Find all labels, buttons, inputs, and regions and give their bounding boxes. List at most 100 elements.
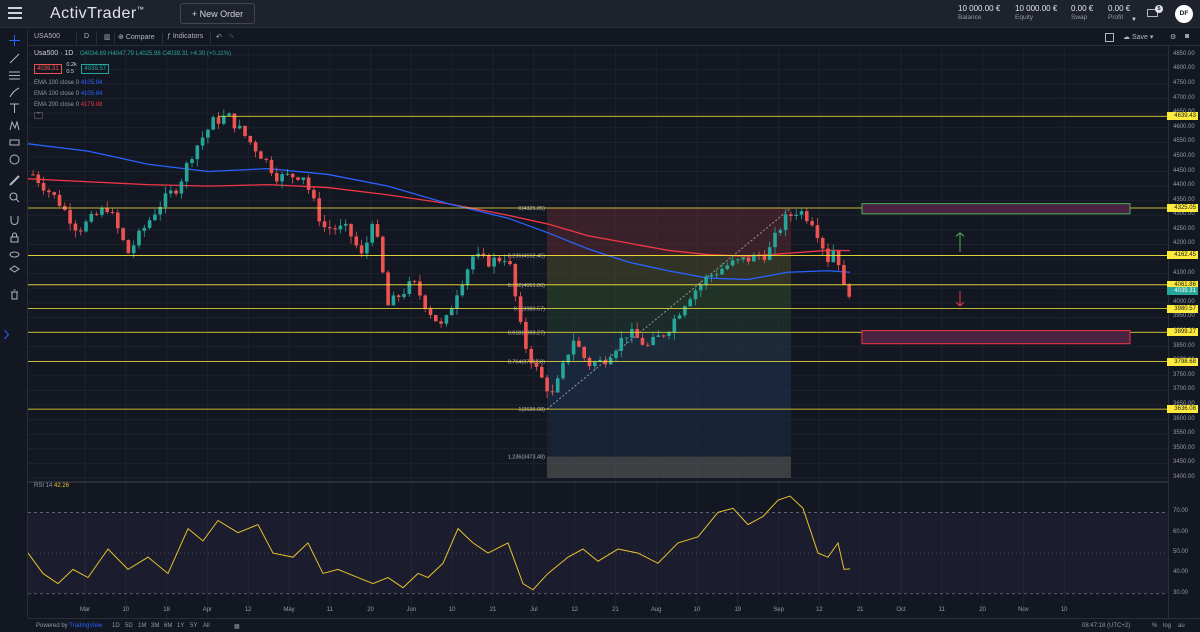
candle-body (428, 308, 433, 316)
layers-icon[interactable] (9, 265, 20, 276)
undo-icon[interactable]: ↶ (216, 34, 222, 41)
profit-display[interactable]: 0.00 € Profit (1108, 4, 1131, 21)
candle-body (492, 257, 496, 267)
timeframe-button[interactable]: 5D (125, 623, 133, 629)
ruler-icon[interactable] (9, 175, 20, 186)
settings-icon[interactable]: ⚙ (1170, 34, 1177, 41)
time-tick-label: 10 (449, 607, 456, 613)
crosshair-icon[interactable] (9, 35, 20, 46)
price-tick-label: 3500.00 (1173, 444, 1195, 451)
auto-toggle[interactable]: au (1178, 623, 1185, 629)
time-tick-label: Jul (530, 607, 538, 613)
log-toggle[interactable]: log (1163, 623, 1172, 629)
candle-body (651, 336, 655, 345)
percent-toggle[interactable]: % (1152, 623, 1158, 629)
calendar-icon[interactable]: ▦ (234, 624, 240, 630)
chart-type-icon[interactable]: ▥ (104, 34, 111, 41)
candle-body (275, 173, 279, 182)
emoji-icon[interactable] (9, 154, 20, 165)
candle-body (290, 173, 295, 178)
rsi-pane (28, 495, 1168, 595)
chart-toolbar: USA500 D ▥ ⊕ Compare ƒ Indicators ↶ ↷ ☁ … (28, 29, 1200, 46)
expand-panel-icon[interactable] (1, 329, 10, 340)
price-line-tag[interactable]: 4061.86 (1167, 280, 1198, 289)
camera-icon[interactable]: ◙ (1185, 33, 1190, 40)
candle-body (232, 113, 237, 129)
candlesticks (31, 109, 851, 399)
eye-icon[interactable] (9, 249, 20, 260)
candle-body (179, 181, 184, 194)
menu-icon[interactable] (8, 7, 22, 19)
avatar[interactable]: DF (1175, 5, 1193, 23)
timeframe-button[interactable]: 6M (164, 623, 173, 629)
ema-legend-row[interactable]: EMA 200 close 0 4179.08 (34, 102, 103, 109)
candle-body (343, 223, 348, 226)
buy-price[interactable]: 4039.57 (81, 64, 110, 75)
time-tick-label: 21 (612, 607, 619, 613)
candle-body (131, 245, 136, 254)
fullscreen-icon[interactable] (1105, 33, 1114, 42)
brush-icon[interactable] (9, 87, 20, 98)
candle-body (508, 261, 512, 265)
fib-zone (547, 456, 791, 478)
chevron-down-icon[interactable]: ▼ (1131, 17, 1137, 23)
candle-body (773, 232, 777, 248)
timeframe-button[interactable]: 3M (151, 623, 160, 629)
mail-icon[interactable] (1147, 9, 1158, 17)
price-line-tag[interactable]: 3798.68 (1167, 357, 1198, 366)
pattern-tool-icon[interactable] (9, 120, 20, 131)
candle-body (471, 256, 475, 270)
rsi-line (28, 495, 851, 591)
price-line-tag[interactable]: 3980.57 (1167, 304, 1198, 313)
indicators-button[interactable]: ƒ Indicators (167, 33, 204, 40)
trend-line-icon[interactable] (9, 53, 20, 64)
timeframe-button[interactable]: 1M (138, 623, 147, 629)
candle-body (540, 366, 544, 378)
zoom-in-icon[interactable] (9, 192, 20, 203)
symbol-search[interactable]: USA500 (34, 33, 61, 40)
fib-level-label: 1(3636.08) (518, 407, 545, 413)
price-tick-label: 4000.00 (1173, 298, 1195, 305)
cloud-save-button[interactable]: ☁ Save ▾ (1123, 34, 1154, 41)
redo-icon[interactable]: ↷ (228, 34, 234, 41)
timeframe-button[interactable]: All (203, 623, 210, 629)
sell-price[interactable]: 4039.31 (34, 64, 62, 75)
drawing-overlays (28, 115, 1168, 410)
candle-body (656, 335, 661, 337)
price-tick-label: 3450.00 (1173, 459, 1195, 466)
price-line-tag[interactable]: 4639.43 (1167, 112, 1198, 121)
new-order-button[interactable]: + New Order (180, 3, 255, 24)
candle-body (789, 214, 793, 216)
text-tool-icon[interactable] (9, 103, 20, 114)
candle-body (396, 295, 401, 298)
function-icon: ƒ (167, 33, 171, 40)
magnet-icon[interactable] (9, 215, 20, 226)
price-line-tag[interactable]: 4162.45 (1167, 251, 1198, 260)
candle-body (73, 223, 78, 231)
ema-legend-row[interactable]: EMA 100 close 0 4105.84 (34, 91, 103, 98)
lock-icon[interactable] (9, 232, 20, 243)
price-line-tag[interactable]: 3899.27 (1167, 328, 1198, 337)
ema-legend-row[interactable]: EMA 100 close 0 4105.84 (34, 80, 103, 87)
compare-button[interactable]: ⊕ Compare (118, 34, 155, 41)
timeframe-button[interactable]: 1Y (177, 623, 185, 629)
price-line-tag[interactable]: 4325.05 (1167, 203, 1198, 212)
trash-icon[interactable] (9, 289, 20, 300)
fib-tool-icon[interactable] (9, 70, 20, 81)
cloud-icon: ☁ (1123, 34, 1130, 41)
price-chart[interactable]: Mar 10 18 Apr 12 May 11 20 Jun 10 21 Jul 12 21 Aug 10 19… (28, 46, 1168, 618)
candle-body (730, 260, 735, 266)
price-tick-label: 3850.00 (1173, 342, 1195, 349)
time-tick-label: 11 (327, 607, 334, 613)
interval-selector[interactable]: D (84, 33, 90, 40)
timeframe-button[interactable]: 5Y (190, 623, 198, 629)
timeframe-button[interactable]: 1D (112, 623, 120, 629)
price-line-tag[interactable]: 3636.08 (1167, 405, 1198, 414)
candle-body (545, 377, 549, 392)
prediction-tool-icon[interactable] (9, 137, 20, 148)
price-tick-label: 4500.00 (1173, 152, 1195, 159)
collapse-legend-icon[interactable]: ^ (34, 112, 43, 120)
price-tick-label: 4750.00 (1173, 79, 1195, 86)
candle-body (624, 337, 629, 339)
candle-body (237, 125, 242, 129)
